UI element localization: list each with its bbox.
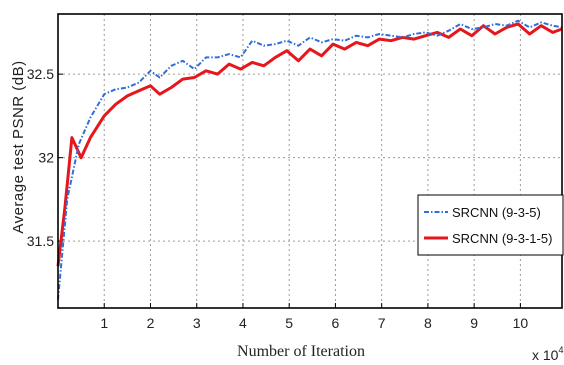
x-tick-label: 4 <box>239 315 247 331</box>
tick-labels: 1 2 3 4 5 6 7 8 9 10 31.5 32 32.5 <box>27 66 529 331</box>
x-multiplier-exponent: 4 <box>558 345 563 355</box>
x-tick-label: 9 <box>470 315 478 331</box>
y-axis-label: Average test PSNR (dB) <box>10 60 27 233</box>
series-line-1 <box>56 22 563 267</box>
x-multiplier-label: x 104 <box>532 345 563 363</box>
x-tick-label: 6 <box>332 315 340 331</box>
series-layer <box>56 19 563 300</box>
legend-box <box>417 194 564 256</box>
plot-frame <box>57 13 563 309</box>
y-tick-label: 32 <box>38 150 54 166</box>
x-multiplier-base: x 10 <box>532 347 559 363</box>
x-tick-label: 10 <box>513 315 529 331</box>
legend: SRCNN (9-3-5) SRCNN (9-3-1-5) <box>417 194 564 256</box>
x-tick-label: 7 <box>378 315 386 331</box>
legend-label-srcnn-9-3-5: SRCNN (9-3-5) <box>452 205 541 220</box>
x-tick-label: 5 <box>285 315 293 331</box>
series-line-0 <box>57 19 563 300</box>
x-tick-label: 1 <box>100 315 108 331</box>
legend-label-srcnn-9-3-1-5: SRCNN (9-3-1-5) <box>452 231 552 246</box>
x-tick-label: 3 <box>193 315 201 331</box>
y-tick-label: 32.5 <box>27 66 54 82</box>
x-tick-label: 8 <box>424 315 432 331</box>
x-tick-label: 2 <box>147 315 155 331</box>
y-tick-label: 31.5 <box>27 233 54 249</box>
x-axis-label: Number of Iteration <box>237 343 365 360</box>
